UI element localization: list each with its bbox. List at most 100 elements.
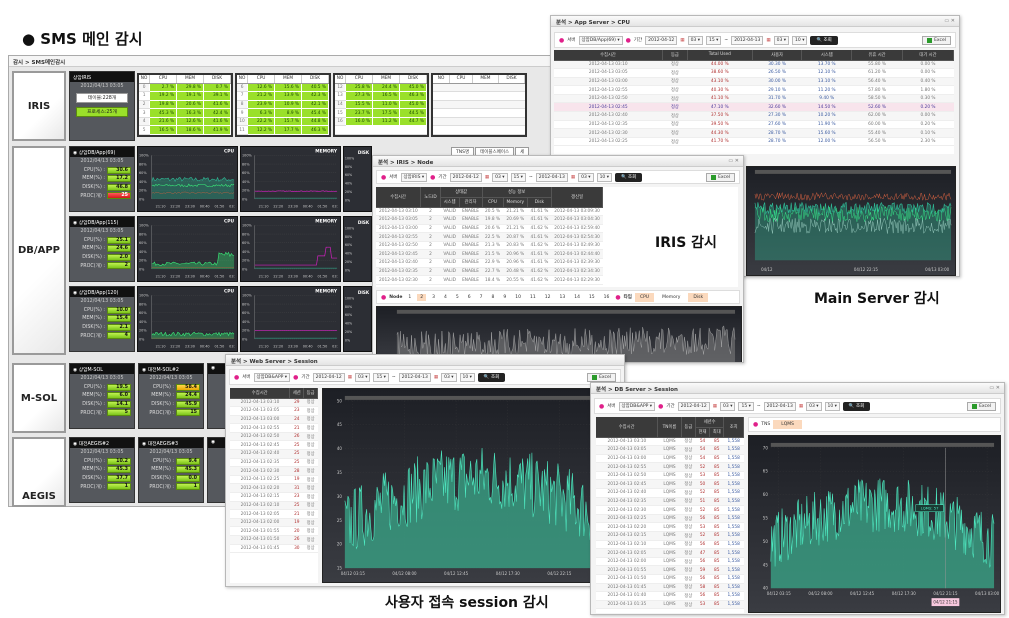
table-row[interactable]: 2012-04-13 03:00 LQMS 정상 54 85 1,558 (596, 454, 744, 464)
server-select[interactable]: 상암DB&APP ▾ (618, 401, 656, 411)
tns-chip[interactable]: LQMS (773, 420, 803, 429)
search-button[interactable]: 🔍 조회 (477, 372, 506, 382)
node-page-8[interactable]: 8 (491, 294, 495, 300)
table-row[interactable]: 2012-04-13 02:40 LQMS 정상 52 85 1,558 (596, 488, 744, 498)
memory-mini-chart[interactable]: MEMORY 100% 80% 60% 40% 20% 0% 21:10 22:20 23:30 0… (240, 216, 341, 282)
column-header[interactable]: 수집시간 (554, 50, 663, 61)
table-row[interactable]: 2012-04-13 01:50 26 정상 (230, 535, 318, 545)
table-row[interactable]: 2012-04-13 02:40 25 정상 (230, 449, 318, 459)
table-row[interactable]: 2012-04-13 02:15 LQMS 정상 52 85 1,558 (596, 531, 744, 541)
table-row[interactable]: 2012-04-13 02:50 26 정상 (230, 432, 318, 442)
column-header[interactable]: 등급 (303, 388, 318, 399)
window-controls-icon[interactable]: ▭ ✕ (989, 385, 1000, 391)
table-row[interactable]: 2012-04-13 01:45 LQMS 정상 58 85 1,558 (596, 583, 744, 593)
to-hour-select[interactable]: 03 ▾ (773, 35, 790, 45)
main-server-cpu-chart[interactable]: 04/12 04/12 22:15 04/13 03:00 (746, 166, 956, 276)
to-date-input[interactable]: 2012-04-13 (535, 172, 568, 182)
table-row[interactable]: 7 21.2 % 13.9 % 42.3 % (237, 91, 329, 101)
column-header[interactable]: 수집시간 (376, 187, 422, 208)
table-row[interactable]: 2012-04-13 03:05 23 정상 (230, 406, 318, 416)
to-date-input[interactable]: 2012-04-13 (731, 35, 764, 45)
table-row[interactable]: 2012-04-13 03:10 2 VALID ENABLE 20.5 % 21.21 … (376, 207, 603, 217)
calendar-icon[interactable]: ▦ (766, 37, 771, 43)
type-memory[interactable]: Memory (662, 294, 681, 300)
node-page-11[interactable]: 11 (530, 294, 536, 300)
type-cpu[interactable]: CPU (634, 292, 655, 302)
table-row[interactable]: 2012-04-13 02:30 정상 44.30 % 28.70 % 15.60 % 5… (554, 128, 954, 138)
table-row[interactable]: 2012-04-13 02:25 LQMS 정상 56 85 1,558 (596, 514, 744, 524)
node-page-4[interactable]: 4 (444, 294, 447, 300)
table-row[interactable]: 2012-04-13 02:00 LQMS 정상 56 85 1,558 (596, 557, 744, 567)
table-row[interactable]: 2012-04-13 02:20 LQMS 정상 53 85 1,558 (596, 522, 744, 533)
calendar-icon[interactable]: ▦ (484, 174, 490, 180)
server-select[interactable]: 상암DB&APP ▾ (253, 372, 291, 382)
table-row[interactable]: 2012-04-13 02:35 정상 39.50 % 27.60 % 11.90 % 6… (554, 120, 954, 130)
table-row[interactable]: 2012-04-13 03:10 LQMS 정상 54 85 1,558 (596, 437, 744, 447)
iris-node-chart[interactable] (376, 306, 742, 362)
db-session-chart[interactable]: 70 65 60 55 50 45 40 04/12 03:15 04/12 08:00 04/1… (748, 435, 1001, 613)
table-row[interactable]: 2012-04-13 03:05 2 VALID ENABLE 19.8 % 20.69 … (376, 215, 603, 225)
group-iris[interactable]: IRIS (12, 71, 66, 141)
table-row[interactable] (335, 125, 427, 136)
node-page-2[interactable]: 2 (417, 293, 427, 301)
table-row[interactable]: 6 12.6 % 15.6 % 40.5 % (237, 82, 329, 93)
from-minute-select[interactable]: 15 ▾ (510, 172, 526, 182)
table-row[interactable]: 15 23.7 % 17.5 % 44.5 % (335, 108, 427, 118)
server-card[interactable]: ◉ 대전AEGIS#2 2012/04/13 03:05 CPU(%) :10.2 M… (69, 437, 135, 503)
table-row[interactable]: 2 19.8 % 20.6 % 41.6 % (139, 99, 231, 110)
from-date-input[interactable]: 2012-04-12 (677, 401, 710, 411)
from-hour-select[interactable]: 03 ▾ (687, 35, 703, 45)
table-row[interactable]: 2012-04-13 02:45 25 정상 (230, 440, 318, 451)
disk-mini-chart[interactable]: DISK 100% 80% 60% 40% 20% 0% (343, 216, 372, 282)
from-minute-select[interactable]: 15 ▾ (705, 35, 722, 45)
calendar-icon[interactable]: ▦ (798, 403, 804, 409)
table-row[interactable]: 2012-04-13 02:50 LQMS 정상 53 85 1,558 (596, 471, 744, 481)
column-header[interactable]: TN이름 (657, 417, 682, 438)
column-header[interactable]: Memory (503, 197, 529, 208)
table-row[interactable]: 2012-04-13 03:05 정상 38.60 % 26.50 % 12.10 % 6… (554, 68, 954, 78)
table-row[interactable]: 1 19.2 % 19.1 % 39.1 % (139, 91, 231, 101)
cpu-mini-chart[interactable]: CPU 100% 80% 60% 40% 20% 0% 21:10 22:20 23:30 00:4… (137, 146, 238, 212)
column-header[interactable]: 세션 (289, 388, 305, 399)
table-row[interactable]: 2012-04-13 02:35 25 정상 (230, 458, 318, 468)
to-minute-select[interactable]: 10 ▾ (459, 372, 475, 382)
to-minute-select[interactable]: 10 ▾ (824, 401, 840, 411)
node-page-7[interactable]: 7 (479, 294, 483, 300)
table-row[interactable]: 16 16.0 % 11.2 % 44.7 % (335, 116, 427, 127)
excel-button[interactable]: Excel (967, 401, 996, 411)
column-header[interactable]: 시스템 (801, 50, 853, 61)
column-header[interactable]: 성능 정보 (482, 187, 552, 198)
server-select[interactable]: 상암DB/App(69) ▾ (578, 35, 623, 45)
column-header[interactable]: 시스템 (440, 197, 460, 208)
disk-mini-chart[interactable]: DISK 100% 80% 60% 40% 20% 0% (343, 146, 372, 212)
node-page-14[interactable]: 14 (574, 294, 580, 300)
server-select[interactable]: 상암IRIS ▾ (400, 172, 428, 182)
table-row[interactable]: 4 21.6 % 12.6 % 41.6 % (139, 116, 231, 127)
table-row[interactable]: 2012-04-13 02:25 정상 41.70 % 28.70 % 12.00 % 5… (554, 137, 954, 147)
type-disk[interactable]: Disk (688, 292, 709, 302)
table-row[interactable]: 2012-04-13 02:25 19 정상 (230, 475, 318, 485)
column-header[interactable]: CPU (482, 197, 504, 208)
table-row[interactable]: 14 15.5 % 11.0 % 45.0 % (335, 99, 427, 110)
to-minute-select[interactable]: 10 ▾ (792, 35, 808, 45)
table-row[interactable]: 2012-04-13 01:55 20 정상 (230, 526, 318, 536)
to-hour-select[interactable]: 03 ▾ (441, 372, 457, 382)
table-row[interactable]: 2012-04-13 02:10 LQMS 정상 56 85 1,558 (596, 540, 744, 550)
node-page-13[interactable]: 13 (559, 294, 566, 300)
to-date-input[interactable]: 2012-04-13 (763, 401, 796, 411)
column-header[interactable]: 노드ID (420, 187, 441, 208)
calendar-icon[interactable]: ▦ (347, 374, 353, 380)
table-row[interactable]: 2012-04-13 03:05 LQMS 정상 54 85 1,558 (596, 445, 744, 455)
table-row[interactable]: 9 6.3 % 8.9 % 45.4 % (237, 108, 329, 118)
range-slider[interactable] (344, 395, 616, 400)
node-page-12[interactable]: 12 (544, 294, 551, 300)
server-card[interactable]: ◉ 상암M-SOL 2012/04/13 03:05 CPU(%) :19.5 MEM… (69, 363, 135, 429)
node-page-3[interactable]: 3 (432, 294, 436, 300)
calendar-icon[interactable]: ▦ (712, 403, 718, 409)
column-header[interactable]: Disk (527, 197, 552, 208)
server-card[interactable]: ◉ 상암DB/App(69) 2012/04/13 03:05 CPU(%) :30… (69, 146, 135, 212)
table-row[interactable]: 2012-04-13 02:35 LQMS 정상 51 85 1,558 (596, 497, 744, 507)
table-row[interactable]: 2012-04-13 01:35 LQMS 정상 53 85 1,558 (596, 600, 744, 610)
table-row[interactable]: 2012-04-13 01:55 LQMS 정상 59 85 1,558 (596, 565, 744, 575)
cpu-mini-chart[interactable]: CPU 100% 80% 60% 40% 20% 0% 21:10 22:20 23:30 00:4… (137, 286, 238, 352)
